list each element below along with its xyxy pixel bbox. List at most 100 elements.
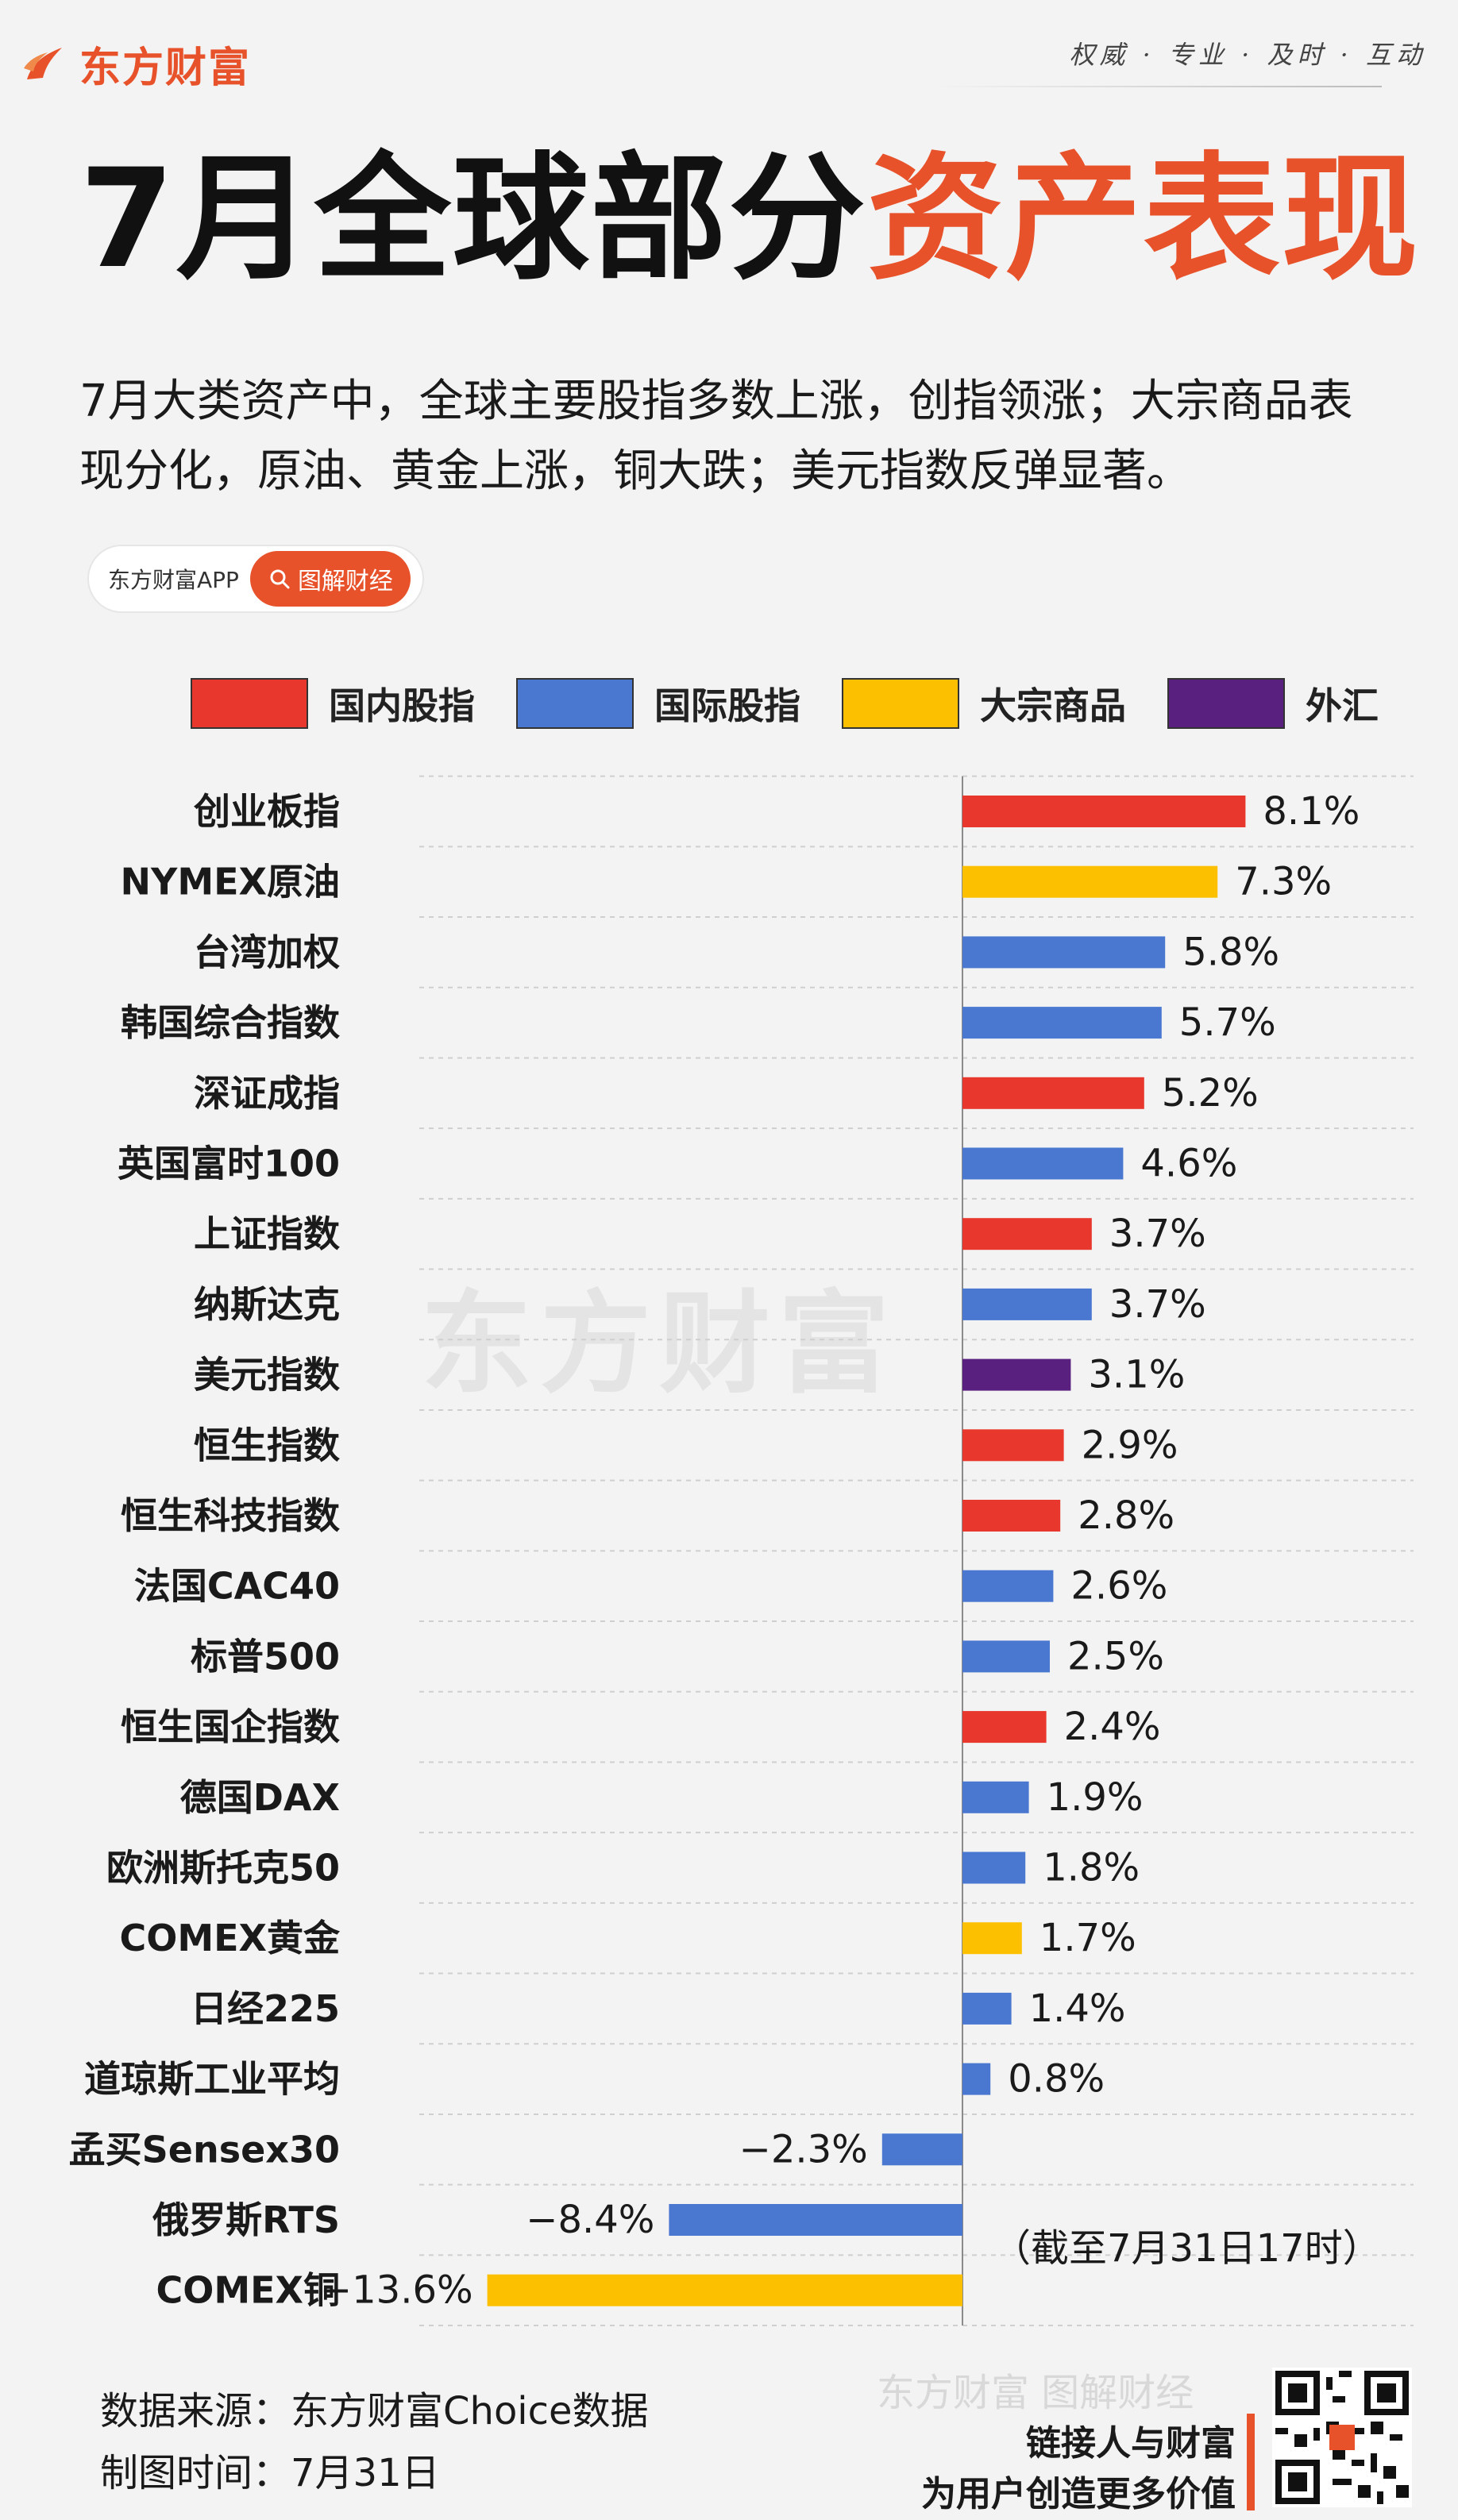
- data-label: 0.8%: [1008, 2057, 1105, 2102]
- data-label: 3.1%: [1088, 1353, 1185, 1397]
- bar: [669, 2204, 962, 2236]
- category-label: 美元指数: [194, 1354, 340, 1397]
- brand-logo: 东方财富: [21, 32, 251, 95]
- data-label: 5.8%: [1182, 930, 1279, 974]
- data-source: 数据来源：东方财富Choice数据 制图时间：7月31日: [100, 2380, 649, 2504]
- bar: [962, 936, 1166, 969]
- bar: [962, 1570, 1054, 1602]
- accent-bar: [1247, 2414, 1255, 2510]
- description: 7月大类资产中，全球主要股指多数上涨，创指领涨；大宗商品表现分化，原油、黄金上涨…: [79, 376, 1353, 497]
- category-label: COMEX铜: [156, 2269, 340, 2312]
- watermark: 东方财富: [421, 1280, 898, 1409]
- bar: [962, 1147, 1124, 1180]
- category-label: 孟买Sensex30: [69, 2128, 340, 2171]
- data-label: 7.3%: [1235, 860, 1332, 904]
- category-label: 标普500: [191, 1635, 340, 1678]
- bar: [962, 1711, 1047, 1744]
- slogan-line-1: 链接人与财富: [1026, 2423, 1236, 2464]
- chart-note: （截至7月31日17时）: [993, 2226, 1381, 2271]
- legend-swatch: [191, 678, 308, 729]
- data-label: 2.9%: [1082, 1423, 1178, 1467]
- data-label: 2.5%: [1067, 1634, 1164, 1678]
- data-label: 5.7%: [1179, 1000, 1276, 1045]
- data-label: 4.6%: [1140, 1142, 1237, 1186]
- legend-item-domestic: 国内股指: [191, 677, 475, 730]
- data-label: −2.3%: [739, 2127, 868, 2171]
- data-label: 1.4%: [1029, 1986, 1126, 2031]
- title-part1: 7月全球部分: [79, 139, 867, 299]
- legend-item-commodity: 大宗商品: [842, 677, 1126, 730]
- bar: [962, 1077, 1144, 1109]
- brand-logo-icon: [24, 48, 62, 79]
- category-label: 深证成指: [194, 1072, 340, 1115]
- category-label: 上证指数: [194, 1212, 340, 1255]
- category-label: NYMEX原油: [121, 861, 340, 904]
- category-label: 恒生科技指数: [121, 1494, 340, 1537]
- chart-date: 制图时间：7月31日: [100, 2451, 440, 2495]
- bar: [962, 796, 1246, 827]
- page-title: 7月全球部分资产表现: [79, 151, 1420, 287]
- source-text: 数据来源：东方财富Choice数据: [100, 2389, 649, 2433]
- data-label: 1.9%: [1047, 1775, 1144, 1820]
- bar: [962, 1851, 1026, 1884]
- bar: [962, 1781, 1029, 1813]
- data-label: 5.2%: [1162, 1071, 1259, 1116]
- bar: [962, 1640, 1050, 1673]
- slogan-divider: [937, 86, 1382, 87]
- category-label: 英国富时100: [118, 1142, 340, 1185]
- data-label: 2.8%: [1078, 1493, 1174, 1538]
- legend-label: 大宗商品: [980, 684, 1126, 727]
- category-label: 恒生国企指数: [121, 1705, 340, 1748]
- legend-item-forex: 外汇: [1167, 677, 1379, 730]
- data-label: 3.7%: [1109, 1282, 1206, 1327]
- category-label: 创业板指: [194, 790, 340, 833]
- legend-label: 国际股指: [654, 684, 800, 727]
- bar: [962, 1288, 1092, 1320]
- legend-swatch: [842, 678, 959, 729]
- bar: [962, 1992, 1012, 2025]
- bar: [487, 2274, 962, 2306]
- bar: [962, 1218, 1092, 1250]
- bar: [962, 2063, 991, 2095]
- data-label: 1.7%: [1040, 1916, 1136, 1960]
- bar: [962, 1358, 1071, 1391]
- qr-code-icon[interactable]: [1272, 2368, 1412, 2507]
- legend-swatch: [1167, 678, 1285, 729]
- data-label: 1.8%: [1043, 1846, 1140, 1890]
- bar: [962, 1500, 1061, 1532]
- data-label: 8.1%: [1263, 789, 1360, 834]
- bar: [962, 1922, 1022, 1955]
- category-label: 道琼斯工业平均: [84, 2058, 340, 2101]
- app-button[interactable]: 图解财经: [249, 551, 411, 607]
- category-label: 台湾加权: [194, 931, 340, 973]
- search-icon: [270, 569, 290, 589]
- category-label: 日经225: [191, 1987, 340, 2030]
- footer-slogan: 链接人与财富 为用户创造更多价值: [921, 2418, 1236, 2520]
- bar: [962, 1429, 1064, 1462]
- slogan-line-2: 为用户创造更多价值: [921, 2474, 1236, 2514]
- header-slogan: 权威 · 专业 · 及时 · 互动: [1069, 40, 1426, 70]
- app-button-label: 图解财经: [297, 568, 393, 595]
- brand-name: 东方财富: [79, 44, 252, 92]
- category-label: 欧洲斯托克50: [106, 1847, 340, 1890]
- title-part2: 资产表现: [866, 139, 1420, 299]
- legend-item-international: 国际股指: [516, 677, 800, 730]
- app-badge[interactable]: 东方财富APP 图解财经: [87, 545, 424, 613]
- legend-swatch: [516, 678, 634, 729]
- category-label: 俄罗斯RTS: [152, 2198, 340, 2241]
- category-label: COMEX黄金: [119, 1917, 341, 1959]
- category-label: 恒生指数: [194, 1424, 340, 1466]
- footer-brand: 东方财富 图解财经: [877, 2371, 1194, 2415]
- data-label: −8.4%: [526, 2198, 654, 2242]
- bar-chart: 创业板指 8.1% NYMEX原油 7.3% 台湾加权 5.8% 韩国综合指数 5.7% 深证成…: [69, 775, 1414, 2327]
- legend-label: 外汇: [1306, 684, 1379, 727]
- category-label: 德国DAX: [180, 1776, 340, 1819]
- bar: [962, 1007, 1162, 1039]
- data-label: −13.6%: [320, 2268, 473, 2313]
- category-label: 纳斯达克: [194, 1283, 340, 1326]
- bar: [962, 865, 1218, 898]
- data-label: 2.4%: [1064, 1705, 1161, 1749]
- data-label: 3.7%: [1109, 1212, 1206, 1256]
- data-label: 2.6%: [1070, 1564, 1167, 1609]
- bar: [881, 2133, 962, 2166]
